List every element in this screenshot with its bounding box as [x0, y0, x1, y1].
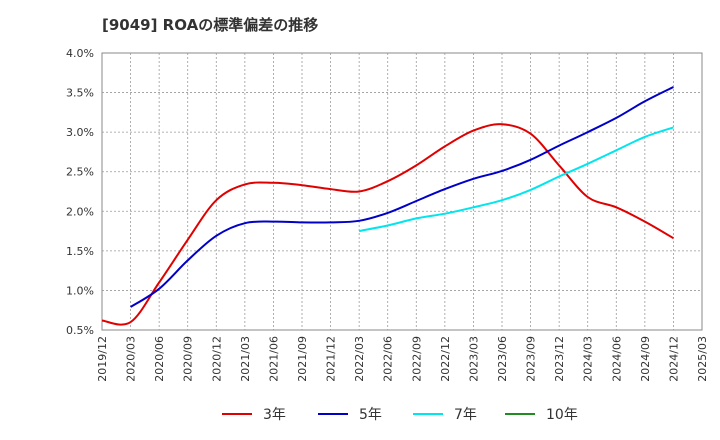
x-tick-label: 2019/12: [96, 336, 109, 382]
y-tick-label: 0.5%: [66, 324, 94, 337]
x-tick-label: 2021/12: [325, 336, 338, 382]
legend-label: 5年: [359, 407, 382, 423]
y-tick-label: 1.5%: [66, 245, 94, 258]
plot-area: [101, 52, 703, 331]
x-tick-label: 2023/03: [467, 336, 480, 382]
x-tick-label: 2021/09: [296, 336, 309, 382]
x-tick-label: 2022/09: [410, 336, 423, 382]
x-tick-label: 2021/06: [267, 336, 280, 382]
x-tick-label: 2023/09: [525, 336, 538, 382]
x-tick-label: 2022/03: [353, 336, 366, 382]
x-axis: 2019/12 2020/03 2020/06 2020/09 2020/12 2021/…: [96, 336, 709, 382]
x-tick-label: 2023/12: [553, 336, 566, 382]
x-tick-label: 2020/09: [182, 336, 195, 382]
x-tick-label: 2024/12: [667, 336, 680, 382]
series-lines: [101, 86, 674, 326]
x-tick-label: 2021/03: [239, 336, 252, 382]
x-tick-label: 2023/06: [496, 336, 509, 382]
series-line: [101, 123, 674, 326]
series-line: [358, 126, 674, 233]
chart-title: [9049] ROAの標準偏差の推移: [102, 16, 319, 34]
y-tick-label: 1.0%: [66, 284, 94, 297]
x-tick-label: 2020/03: [125, 336, 138, 382]
y-axis: 4.0% 3.5% 3.0% 2.5% 2.0% 1.5% 1.0% 0.5%: [66, 47, 94, 337]
legend-label: 7年: [454, 407, 477, 423]
grid: [102, 53, 702, 330]
x-tick-label: 2025/03: [696, 336, 709, 382]
x-tick-label: 2024/03: [582, 336, 595, 382]
y-tick-label: 3.0%: [66, 126, 94, 139]
y-tick-label: 2.0%: [66, 205, 94, 218]
x-tick-label: 2024/09: [639, 336, 652, 382]
x-tick-label: 2022/12: [439, 336, 452, 382]
y-tick-label: 2.5%: [66, 166, 94, 179]
y-tick-label: 4.0%: [66, 47, 94, 60]
x-tick-label: 2024/06: [610, 336, 623, 382]
x-tick-label: 2022/06: [382, 336, 395, 382]
legend-label: 10年: [546, 407, 578, 423]
legend: 3年 5年 7年 10年: [222, 407, 578, 423]
series-line: [130, 86, 674, 308]
x-tick-label: 2020/06: [153, 336, 166, 382]
x-tick-label: 2020/12: [210, 336, 223, 382]
legend-label: 3年: [263, 407, 286, 423]
y-tick-label: 3.5%: [66, 87, 94, 100]
